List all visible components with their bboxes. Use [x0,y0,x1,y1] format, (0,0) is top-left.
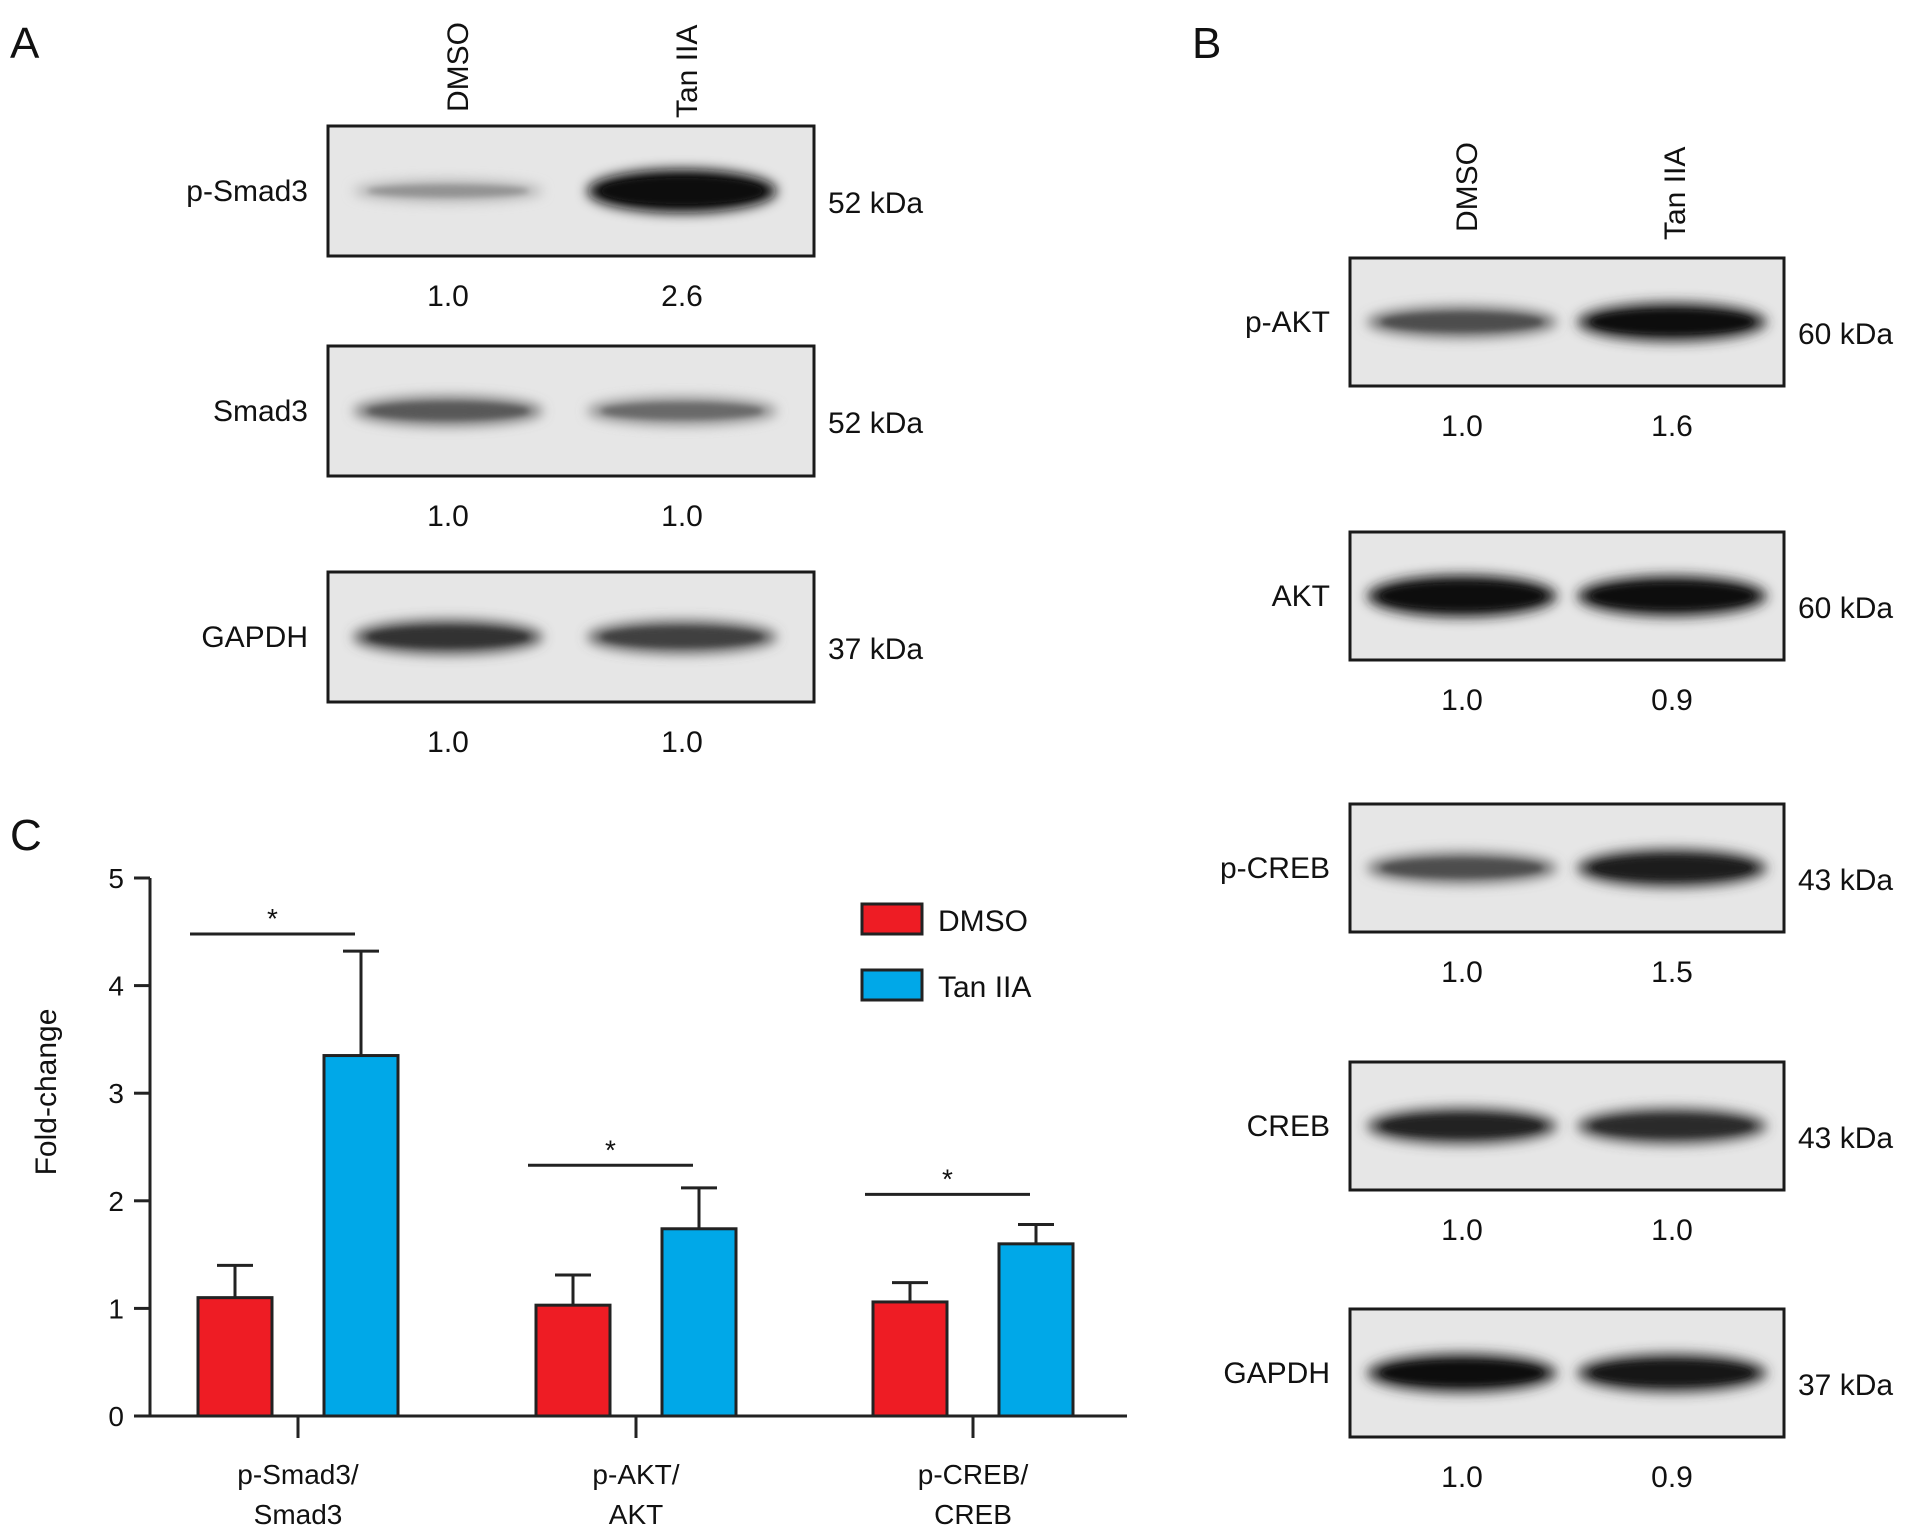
band-core-lane-1 [367,402,529,420]
x-tick-label: Smad3 [254,1499,343,1530]
y-axis-label: Fold-change [30,1009,63,1176]
legend-swatch-tan-iia [860,968,924,1002]
quant-value-lane-1: 1.0 [1441,410,1483,443]
chart-legend: DMSO Tan IIA [860,902,1031,1004]
quant-value-lane-1: 1.0 [427,726,469,759]
mw-label: 37 kDa [828,633,923,666]
quant-value-lane-2: 2.6 [661,280,703,313]
mw-label: 60 kDa [1798,318,1893,351]
protein-label: GAPDH [1223,1357,1330,1390]
band-core-lane-2 [1591,310,1753,334]
protein-label: Smad3 [213,395,308,428]
band-core-lane-1 [1381,1361,1543,1385]
mw-label: 52 kDa [828,187,923,220]
quant-value-lane-2: 1.0 [661,500,703,533]
band-core-lane-1 [1381,583,1543,609]
x-tick-label: p-AKT/ [592,1459,679,1490]
mw-label: 37 kDa [1798,1369,1893,1402]
significance-star: * [942,1163,953,1194]
x-tick-label: p-Smad3/ [237,1459,359,1490]
panel-b-lane-header-taniia: Tan IIA [1659,147,1692,240]
protein-label: p-AKT [1245,306,1330,339]
y-tick-label: 0 [108,1401,124,1432]
quant-value-lane-2: 1.0 [661,726,703,759]
panel-a-lane-header-dmso: DMSO [442,22,475,112]
x-tick-label: p-CREB/ [918,1459,1029,1490]
blot-p-smad3: p-Smad3 52 kDa 1.0 2.6 [186,124,923,313]
band-core-lane-2 [1591,1115,1753,1137]
band-core-lane-1 [367,626,529,648]
band-core-lane-1 [1381,859,1543,877]
protein-label: CREB [1247,1110,1330,1143]
blot-p-akt: p-AKT 60 kDa 1.0 1.6 [1245,256,1893,443]
band-core-lane-1 [1381,313,1543,331]
band-core-lane-1 [367,185,529,197]
legend-label: Tan IIA [938,971,1031,1004]
band-core-lane-2 [1591,583,1753,609]
protein-label: p-Smad3 [186,175,308,208]
blot-creb: CREB 43 kDa 1.0 1.0 [1247,1060,1893,1247]
band-core-lane-1 [1381,1115,1543,1137]
panel-b-letter: B [1192,19,1221,68]
band-core-lane-2 [601,178,763,204]
quant-value-lane-2: 1.0 [1651,1214,1693,1247]
band-core-lane-2 [601,403,763,419]
panel-a-letter: A [10,19,40,68]
blot-akt: AKT 60 kDa 1.0 0.9 [1272,530,1893,717]
quant-value-lane-1: 1.0 [1441,1461,1483,1494]
quant-value-lane-2: 0.9 [1651,684,1693,717]
chart-bars: * * * [190,903,1075,1418]
blot-gapdh: GAPDH 37 kDa 1.0 0.9 [1223,1307,1893,1494]
panel-b-lane-header-dmso: DMSO [1451,142,1484,232]
y-tick-label: 2 [108,1186,124,1217]
band-core-lane-2 [1591,856,1753,880]
bar-tan-iia [997,1242,1075,1418]
quant-value-lane-2: 1.6 [1651,410,1693,443]
bar-dmso [534,1303,612,1418]
band-core-lane-2 [1591,1361,1753,1385]
y-tick-label: 4 [108,971,124,1002]
blot-p-creb: p-CREB 43 kDa 1.0 1.5 [1220,802,1893,989]
band-core-lane-2 [601,627,763,647]
protein-label: AKT [1272,580,1330,613]
significance-star: * [605,1134,616,1165]
bar-tan-iia [660,1227,738,1418]
y-tick-label: 5 [108,863,124,894]
x-tick-label: CREB [934,1499,1012,1530]
quant-value-lane-1: 1.0 [427,500,469,533]
protein-label: p-CREB [1220,852,1330,885]
quant-value-lane-1: 1.0 [1441,1214,1483,1247]
bar-dmso [871,1300,949,1418]
quant-value-lane-1: 1.0 [1441,956,1483,989]
quant-value-lane-2: 0.9 [1651,1461,1693,1494]
panel-c-letter: C [10,811,42,860]
y-tick-label: 1 [108,1293,124,1324]
bar-dmso [196,1296,274,1418]
quant-value-lane-1: 1.0 [1441,684,1483,717]
panel-c-bar-chart: Fold-change 0 1 2 3 4 5 p-Smad3/Smad3 p-AKT/AKT… [30,863,1127,1530]
mw-label: 43 kDa [1798,864,1893,897]
blot-gapdh: GAPDH 37 kDa 1.0 1.0 [201,570,923,759]
quant-value-lane-1: 1.0 [427,280,469,313]
protein-label: GAPDH [201,621,308,654]
chart-axes: 0 1 2 3 4 5 p-Smad3/Smad3 p-AKT/AKT p-CREB/CREB [108,863,1127,1530]
legend-label: DMSO [938,905,1028,938]
panel-a-lane-header-taniia: Tan IIA [671,25,704,118]
panel-b-blots: p-AKT 60 kDa 1.0 1.6 AKT 60 kDa 1.0 0.9 p-CREB 43… [1220,256,1893,1494]
y-tick-label: 3 [108,1078,124,1109]
mw-label: 60 kDa [1798,592,1893,625]
blot-smad3: Smad3 52 kDa 1.0 1.0 [213,344,923,533]
significance-star: * [267,903,278,934]
quant-value-lane-2: 1.5 [1651,956,1693,989]
x-tick-label: AKT [609,1499,663,1530]
legend-swatch-dmso [860,902,924,936]
mw-label: 52 kDa [828,407,923,440]
mw-label: 43 kDa [1798,1122,1893,1155]
bar-tan-iia [322,1054,400,1418]
